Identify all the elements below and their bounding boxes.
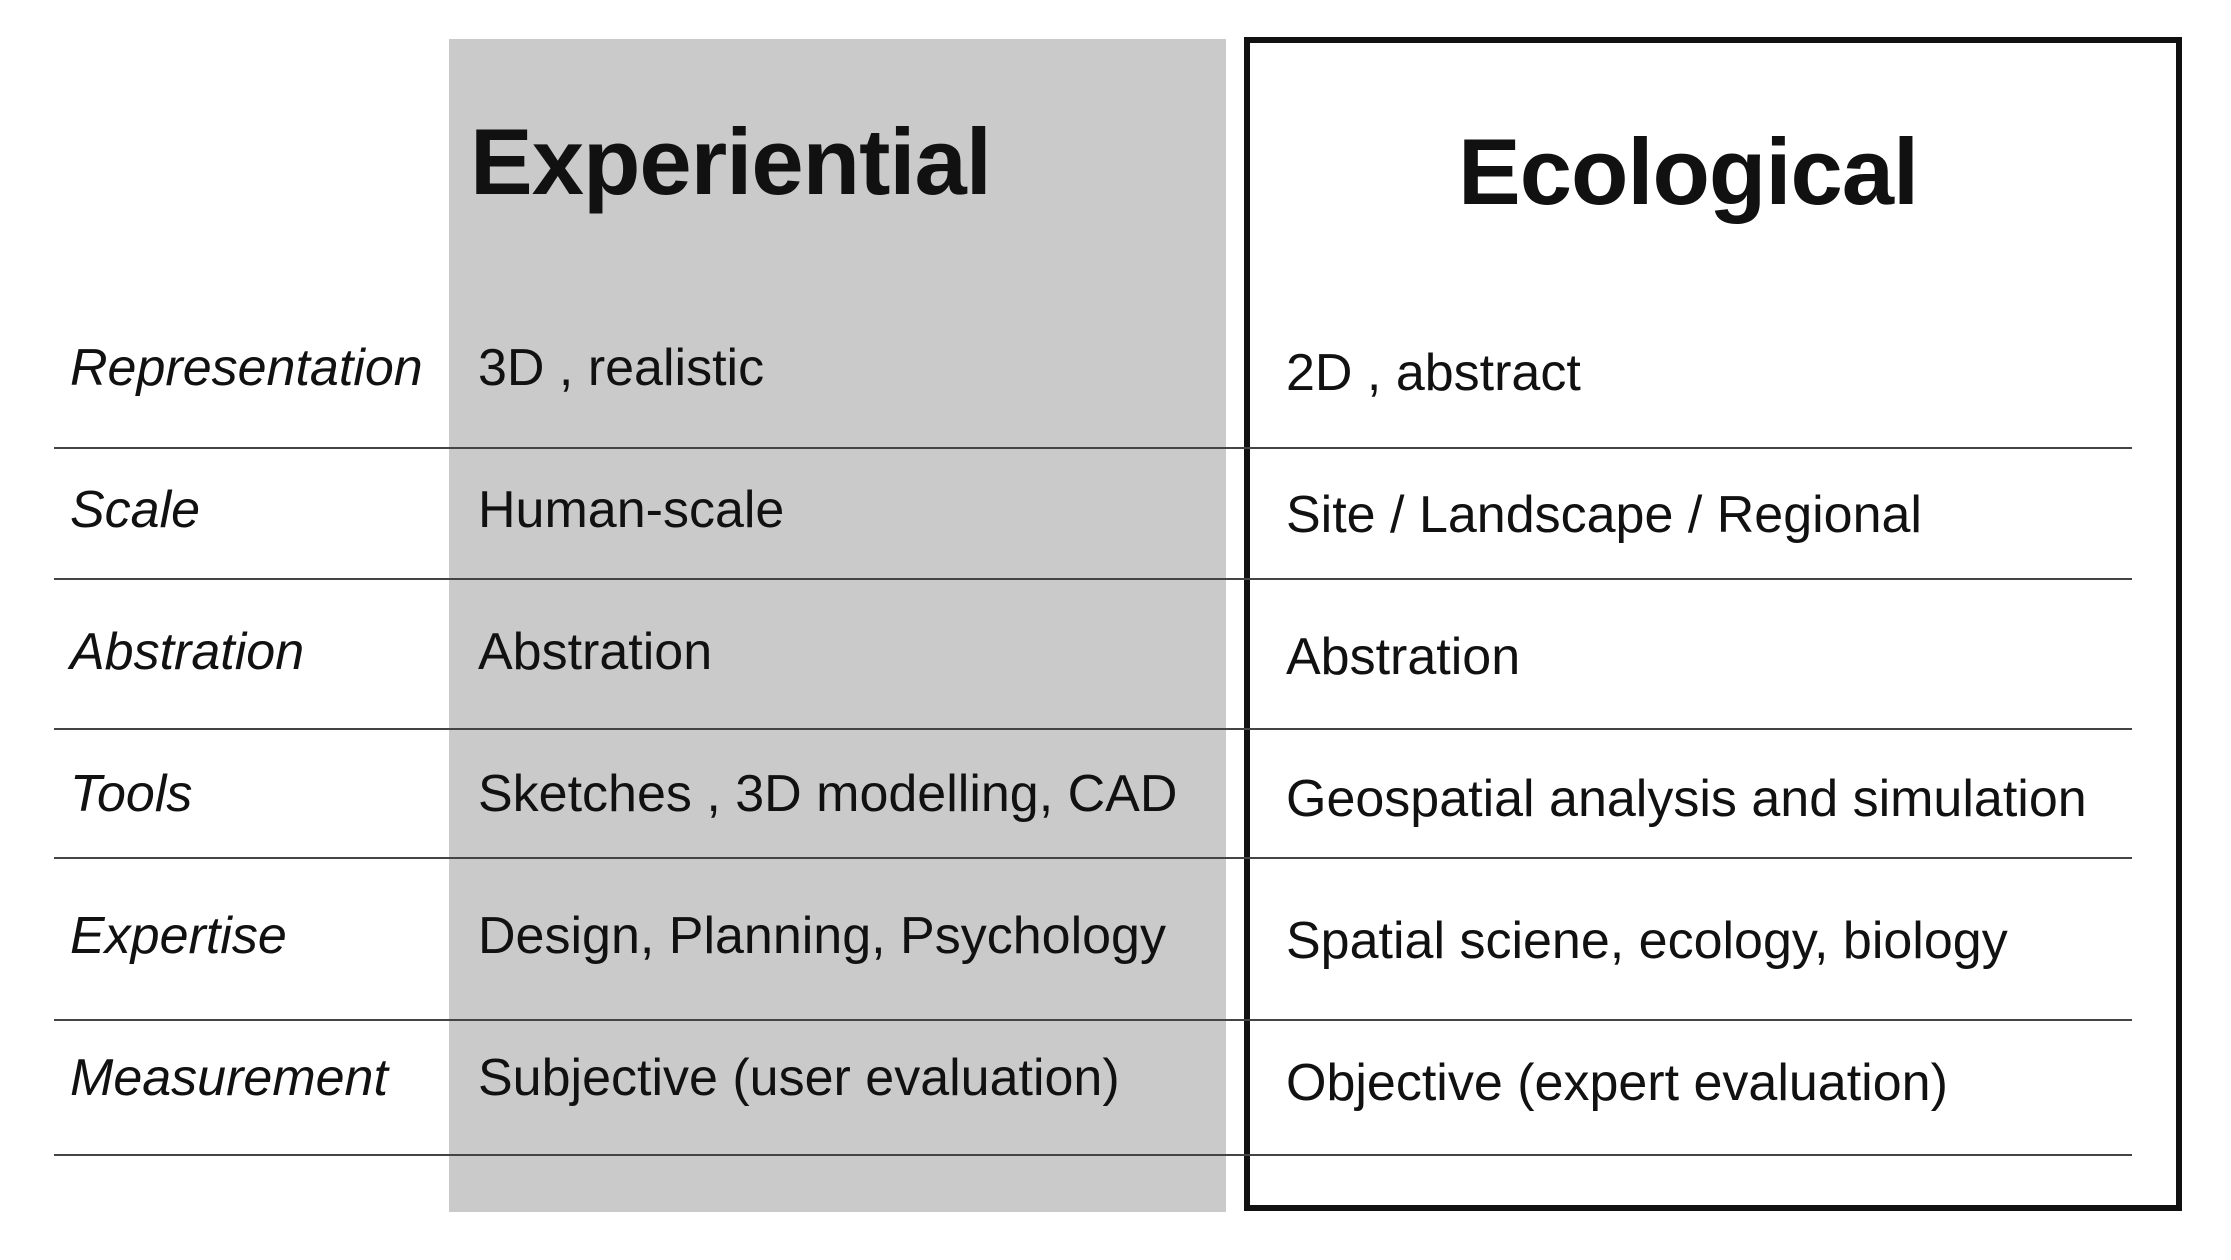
ecological-tools-cell: Geospatial analysis and simulation xyxy=(1286,770,2087,828)
ecological-representation-cell: 2D , abstract xyxy=(1286,344,1581,402)
experiential-measurement-cell: Subjective (user evaluation) xyxy=(478,1049,1120,1107)
row-label-expertise: Expertise xyxy=(70,907,287,965)
row-divider xyxy=(54,728,2132,730)
row-label-measurement: Measurement xyxy=(70,1049,388,1107)
row-divider xyxy=(54,857,2132,859)
experiential-expertise-cell: Design, Planning, Psychology xyxy=(478,907,1166,965)
ecological-scale-cell: Site / Landscape / Regional xyxy=(1286,486,1922,544)
row-divider xyxy=(54,447,2132,449)
row-label-tools: Tools xyxy=(70,765,193,823)
experiential-heading: Experiential xyxy=(470,109,992,214)
row-divider xyxy=(54,1019,2132,1021)
ecological-heading: Ecological xyxy=(1458,119,1919,224)
experiential-abstration-cell: Abstration xyxy=(478,623,713,681)
ecological-abstration-cell: Abstration xyxy=(1286,628,1521,686)
ecological-expertise-cell: Spatial sciene, ecology, biology xyxy=(1286,912,2008,970)
row-divider xyxy=(54,578,2132,580)
row-label-representation: Representation xyxy=(70,339,423,397)
experiential-representation-cell: 3D , realistic xyxy=(478,339,765,397)
ecological-column-frame xyxy=(1244,37,2182,1211)
ecological-measurement-cell: Objective (expert evaluation) xyxy=(1286,1054,1948,1112)
experiential-column-shading xyxy=(449,39,1226,1212)
row-divider xyxy=(54,1154,2132,1156)
experiential-tools-cell: Sketches , 3D modelling, CAD xyxy=(478,765,1178,823)
row-label-scale: Scale xyxy=(70,481,201,539)
row-label-abstration: Abstration xyxy=(70,623,305,681)
experiential-scale-cell: Human-scale xyxy=(478,481,785,539)
